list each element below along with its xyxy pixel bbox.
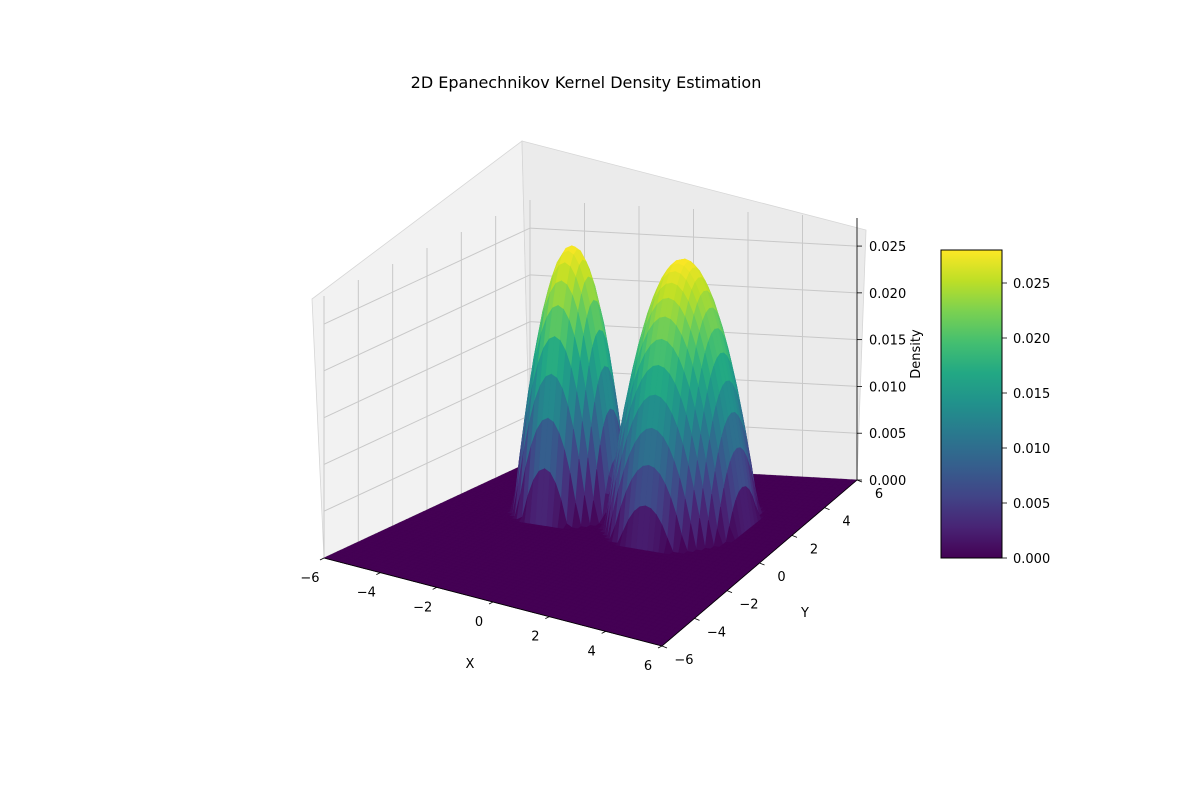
x-tick-label: 6 (644, 659, 652, 674)
x-axis-label: X (466, 657, 475, 672)
y-tick-label: −6 (674, 653, 693, 668)
z-axis-label: Density (909, 329, 924, 379)
grid-line-z (323, 367, 858, 465)
y-tick-label: 6 (875, 487, 883, 502)
grid-line-z (323, 227, 858, 325)
z-tick-label: 0.005 (869, 427, 906, 442)
x-tick-label: −2 (413, 600, 432, 615)
y-tick (661, 645, 668, 649)
grid-line-z (323, 274, 858, 372)
colorbar-ticks: 0.000 0.005 0.010 0.015 0.020 0.025 (1002, 277, 1050, 567)
colorbar-gradient (940, 249, 1003, 559)
y-tick (824, 507, 830, 511)
y-tick-label: 2 (810, 542, 818, 557)
grid-line-z (323, 321, 858, 419)
colorbar-tick-label: 0.000 (1013, 552, 1050, 567)
colorbar: 0.000 0.005 0.010 0.015 0.020 0.025 (940, 249, 1050, 567)
y-tick-label: 0 (777, 570, 785, 585)
z-tick-label: 0.015 (869, 334, 906, 349)
x-tick-label: −6 (300, 571, 319, 586)
x-tick (545, 616, 550, 620)
colorbar-tick-label: 0.015 (1013, 387, 1050, 402)
x-tick (488, 601, 494, 605)
z-tick-label: 0.025 (869, 240, 906, 255)
x-tick (319, 557, 325, 561)
x-tick-label: 0 (475, 615, 483, 630)
x-tick (601, 630, 606, 634)
y-tick (759, 562, 765, 566)
colorbar-tick-label: 0.020 (1013, 332, 1050, 347)
y-axis-label: Y (800, 606, 809, 621)
x-tick (376, 572, 381, 576)
surface (323, 245, 858, 647)
y-tick-label: −4 (707, 625, 726, 640)
colorbar-tick-label: 0.010 (1013, 442, 1050, 457)
z-tick-label: 0.010 (869, 380, 906, 395)
y-tick (726, 590, 733, 594)
x-tick-label: 2 (531, 630, 539, 645)
y-tick-label: −2 (739, 598, 758, 613)
x-tick-label: −4 (357, 586, 376, 601)
x-tick (657, 645, 663, 649)
y-tick (694, 617, 700, 621)
colorbar-tick-label: 0.025 (1013, 277, 1050, 292)
y-tick (791, 534, 798, 538)
z-tick-label: 0.000 (869, 474, 906, 489)
x-tick-label: 4 (588, 644, 596, 659)
chart-title: 2D Epanechnikov Kernel Density Estimatio… (411, 73, 762, 92)
x-tick (432, 586, 437, 590)
y-tick-label: 4 (842, 515, 850, 530)
colorbar-tick-label: 0.005 (1013, 497, 1050, 512)
z-tick-label: 0.020 (869, 287, 906, 302)
